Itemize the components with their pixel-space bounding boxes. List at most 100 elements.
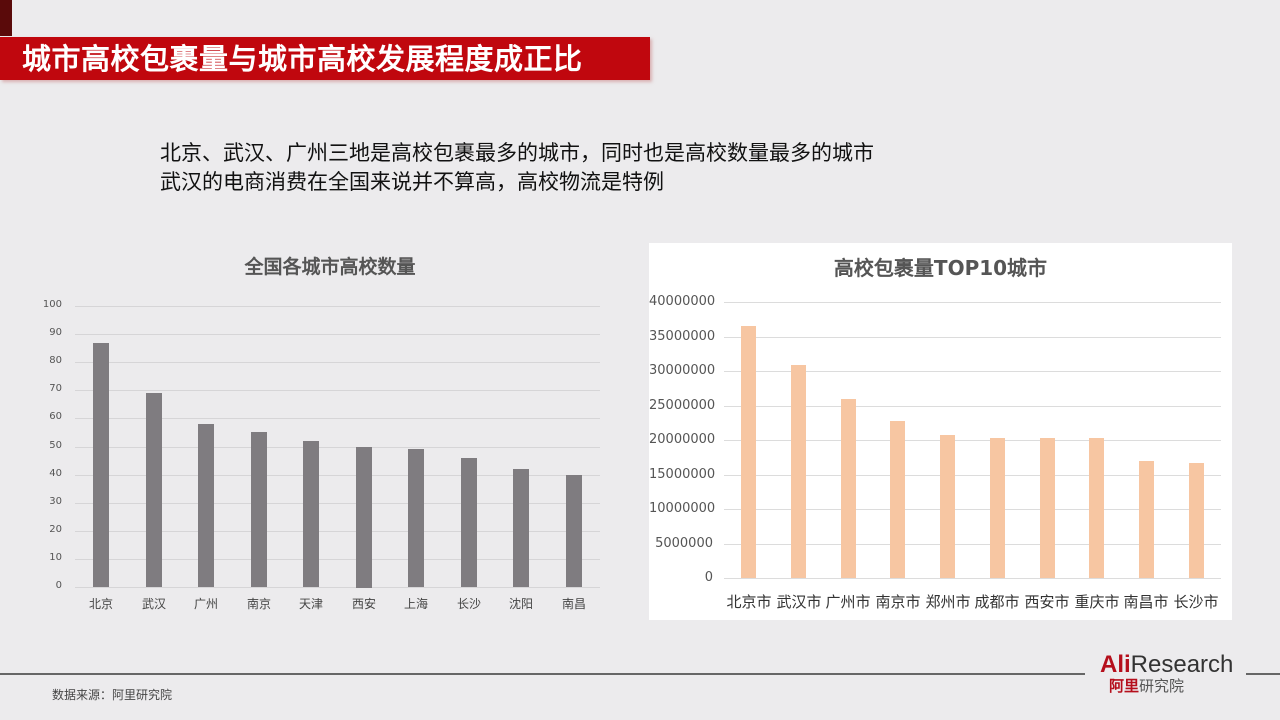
y-tick-label: 80 bbox=[49, 355, 62, 366]
logo-research-cn: 研究院 bbox=[1139, 677, 1185, 695]
bar bbox=[461, 458, 477, 587]
gridline bbox=[75, 306, 600, 307]
logo-ali: Ali bbox=[1100, 651, 1131, 678]
gridline bbox=[724, 406, 1221, 407]
gridline bbox=[75, 334, 600, 335]
y-tick-label: 100 bbox=[42, 299, 62, 310]
bar bbox=[1189, 463, 1204, 578]
y-tick-label: 0 bbox=[55, 580, 62, 591]
gridline bbox=[75, 475, 600, 476]
x-tick-label: 北京市 bbox=[726, 593, 772, 611]
gridline bbox=[75, 447, 600, 448]
bar bbox=[566, 475, 582, 587]
x-tick-label: 武汉市 bbox=[776, 593, 822, 611]
y-tick-label: 35000000 bbox=[649, 329, 716, 344]
gridline bbox=[75, 587, 600, 588]
bar bbox=[1139, 461, 1154, 578]
x-tick-label: 天津 bbox=[298, 597, 323, 611]
y-tick-label: 0 bbox=[704, 570, 713, 585]
gridline bbox=[75, 362, 600, 363]
y-tick-label: 90 bbox=[49, 327, 62, 338]
data-source: 数据来源：阿里研究院 bbox=[52, 688, 173, 702]
x-tick-label: 武汉 bbox=[141, 597, 166, 611]
y-tick-label: 30000000 bbox=[649, 363, 716, 378]
x-tick-label: 长沙市 bbox=[1173, 593, 1219, 611]
y-tick-label: 10 bbox=[49, 552, 62, 563]
y-tick-label: 40000000 bbox=[649, 294, 716, 309]
bar bbox=[741, 326, 756, 578]
gridline bbox=[75, 503, 600, 504]
gridline bbox=[75, 418, 600, 419]
chart-title: 高校包裹量TOP10城市 bbox=[833, 256, 1048, 280]
gridline bbox=[724, 578, 1221, 579]
footer-divider bbox=[1246, 673, 1280, 675]
aliresearch-logo: AliResearch 阿里研究院 bbox=[1100, 652, 1233, 696]
x-tick-label: 郑州市 bbox=[925, 593, 971, 611]
chart-parcel-top10: 高校包裹量TOP10城市 0 5000000 10000000 15000000 200… bbox=[649, 243, 1232, 620]
y-tick-label: 60 bbox=[49, 411, 62, 422]
bar bbox=[1089, 438, 1104, 578]
x-tick-label: 南京市 bbox=[875, 593, 921, 611]
x-tick-label: 南京 bbox=[246, 597, 271, 611]
x-tick-label: 沈阳 bbox=[508, 597, 533, 611]
bar bbox=[890, 421, 905, 578]
bar bbox=[408, 449, 424, 587]
bar bbox=[791, 365, 806, 578]
title-banner: 城市高校包裹量与城市高校发展程度成正比 bbox=[0, 37, 650, 80]
x-tick-label: 南昌 bbox=[561, 597, 586, 611]
x-tick-label: 北京 bbox=[88, 597, 113, 611]
x-tick-label: 重庆市 bbox=[1074, 593, 1120, 611]
bar bbox=[513, 469, 529, 587]
y-tick-label: 70 bbox=[49, 383, 62, 394]
logo-en: AliResearch bbox=[1100, 652, 1233, 677]
y-tick-label: 40 bbox=[49, 468, 62, 479]
accent-bar bbox=[0, 0, 12, 36]
x-tick-label: 西安市 bbox=[1024, 593, 1070, 611]
bar bbox=[990, 438, 1005, 578]
subtitle-line-1: 北京、武汉、广州三地是高校包裹最多的城市，同时也是高校数量最多的城市 bbox=[160, 141, 874, 165]
gridline bbox=[75, 390, 600, 391]
gridline bbox=[724, 544, 1221, 545]
subtitle-line-2: 武汉的电商消费在全国来说并不算高，高校物流是特例 bbox=[160, 170, 664, 194]
y-tick-label: 15000000 bbox=[649, 467, 716, 482]
slide-title: 城市高校包裹量与城市高校发展程度成正比 bbox=[22, 42, 583, 76]
x-tick-label: 西安 bbox=[351, 597, 376, 611]
y-tick-label: 25000000 bbox=[649, 398, 716, 413]
y-tick-label: 5000000 bbox=[655, 536, 713, 551]
logo-cn: 阿里研究院 bbox=[1109, 677, 1233, 695]
x-tick-label: 长沙 bbox=[456, 597, 481, 611]
chart-title: 全国各城市高校数量 bbox=[244, 256, 416, 278]
gridline bbox=[724, 337, 1221, 338]
gridline bbox=[724, 475, 1221, 476]
bar bbox=[251, 432, 267, 587]
bar bbox=[303, 441, 319, 587]
bar bbox=[940, 435, 955, 578]
y-tick-label: 30 bbox=[49, 496, 62, 507]
y-tick-label: 50 bbox=[49, 440, 62, 451]
bar bbox=[356, 447, 372, 588]
bar bbox=[1040, 438, 1055, 578]
bar bbox=[93, 343, 109, 587]
x-tick-label: 广州市 bbox=[825, 593, 871, 611]
footer-divider bbox=[0, 673, 1085, 675]
x-tick-label: 成都市 bbox=[974, 593, 1020, 611]
y-tick-label: 10000000 bbox=[649, 501, 716, 516]
x-tick-label: 广州 bbox=[193, 597, 218, 611]
gridline bbox=[724, 302, 1221, 303]
bar bbox=[198, 424, 214, 587]
x-tick-label: 上海 bbox=[403, 597, 428, 611]
subtitle: 北京、武汉、广州三地是高校包裹最多的城市，同时也是高校数量最多的城市 武汉的电商… bbox=[160, 139, 874, 197]
chart-university-count: 全国各城市高校数量 0 10 20 30 40 50 60 70 80 90 100 北京 武汉 广州 南京… bbox=[30, 243, 630, 623]
x-tick-label: 南昌市 bbox=[1123, 593, 1169, 611]
bar bbox=[841, 399, 856, 578]
gridline bbox=[724, 371, 1221, 372]
gridline bbox=[75, 559, 600, 560]
y-tick-label: 20000000 bbox=[649, 432, 716, 447]
gridline bbox=[724, 440, 1221, 441]
gridline bbox=[724, 509, 1221, 510]
logo-research: Research bbox=[1130, 651, 1234, 678]
y-tick-label: 20 bbox=[49, 524, 62, 535]
gridline bbox=[75, 531, 600, 532]
logo-ali-cn: 阿里 bbox=[1109, 677, 1140, 695]
bar bbox=[146, 393, 162, 587]
